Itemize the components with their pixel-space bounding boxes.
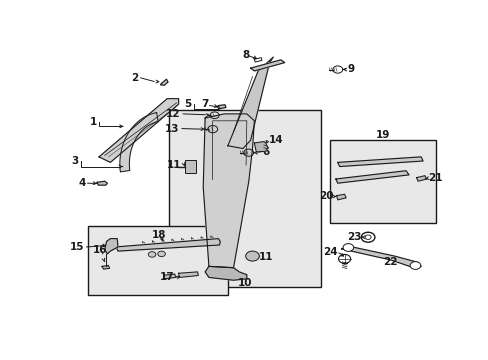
Polygon shape xyxy=(102,266,109,269)
Polygon shape xyxy=(227,57,273,149)
Polygon shape xyxy=(341,246,420,268)
Polygon shape xyxy=(336,194,346,200)
Circle shape xyxy=(409,262,420,269)
Circle shape xyxy=(245,251,259,261)
Polygon shape xyxy=(250,60,284,71)
Polygon shape xyxy=(99,99,178,162)
FancyBboxPatch shape xyxy=(329,140,435,223)
Text: 1: 1 xyxy=(90,117,97,127)
Text: 14: 14 xyxy=(268,135,283,145)
Text: 8: 8 xyxy=(242,50,249,60)
Text: 22: 22 xyxy=(383,257,397,267)
Polygon shape xyxy=(120,113,158,172)
Text: 9: 9 xyxy=(347,64,354,74)
Polygon shape xyxy=(116,239,220,251)
Polygon shape xyxy=(254,141,267,152)
Text: 19: 19 xyxy=(375,130,389,140)
FancyBboxPatch shape xyxy=(169,110,320,287)
Text: 13: 13 xyxy=(164,123,179,134)
Text: 20: 20 xyxy=(318,191,332,201)
FancyBboxPatch shape xyxy=(87,226,227,296)
Text: 24: 24 xyxy=(323,247,337,257)
Polygon shape xyxy=(205,266,246,280)
Text: 17: 17 xyxy=(159,273,174,283)
Text: 7: 7 xyxy=(201,99,208,109)
Text: 3: 3 xyxy=(71,156,78,166)
Polygon shape xyxy=(163,274,175,279)
Polygon shape xyxy=(416,176,426,181)
Text: 4: 4 xyxy=(78,178,85,188)
Circle shape xyxy=(158,251,165,257)
Polygon shape xyxy=(203,114,254,268)
Text: 16: 16 xyxy=(93,245,107,255)
Polygon shape xyxy=(97,181,107,185)
Polygon shape xyxy=(218,105,225,109)
Bar xyxy=(184,160,196,174)
Polygon shape xyxy=(335,171,408,183)
Text: 18: 18 xyxy=(151,230,166,240)
Polygon shape xyxy=(104,239,118,254)
Polygon shape xyxy=(160,79,168,85)
Text: 2: 2 xyxy=(131,73,139,83)
Polygon shape xyxy=(337,157,422,167)
Text: 23: 23 xyxy=(346,232,361,242)
Text: 6: 6 xyxy=(262,147,269,157)
Text: 11: 11 xyxy=(259,252,273,262)
Text: 15: 15 xyxy=(70,242,84,252)
Circle shape xyxy=(148,252,156,257)
Text: 10: 10 xyxy=(237,278,252,288)
Text: 5: 5 xyxy=(184,99,191,109)
Circle shape xyxy=(343,244,353,251)
Text: 11: 11 xyxy=(167,159,181,170)
Polygon shape xyxy=(178,272,198,278)
Text: 21: 21 xyxy=(427,173,442,183)
Text: 12: 12 xyxy=(165,109,180,119)
